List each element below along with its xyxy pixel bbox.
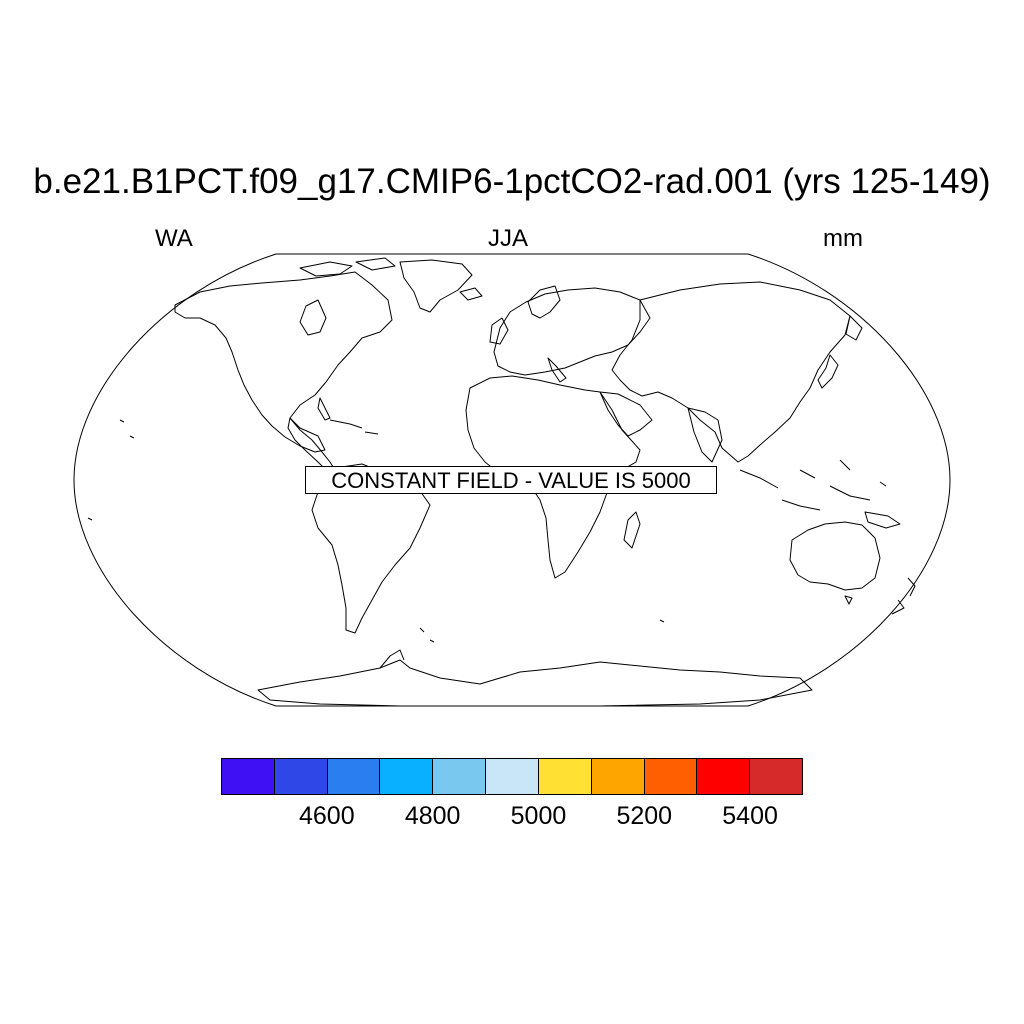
colorbar-label: 5000 bbox=[510, 802, 567, 830]
colorbar-box-4 bbox=[380, 759, 434, 794]
southeast-asia-islands bbox=[739, 459, 871, 511]
central-america-coast bbox=[287, 417, 336, 473]
colorbar-label: 5200 bbox=[616, 802, 673, 830]
antarctica-coast bbox=[257, 659, 813, 707]
south-america-coast bbox=[311, 463, 431, 634]
italy-coast bbox=[547, 357, 567, 383]
scandinavia-coast bbox=[527, 285, 561, 319]
colorbar-box-1 bbox=[222, 759, 275, 794]
australia-coast bbox=[789, 521, 881, 591]
colorbar-box-7 bbox=[538, 759, 592, 794]
map-boundary bbox=[73, 253, 951, 707]
colorbar-label: 4800 bbox=[404, 802, 461, 830]
greenland-coast bbox=[399, 259, 473, 313]
europe-coast bbox=[493, 287, 651, 376]
variable-label: WA bbox=[155, 225, 193, 252]
tasmania bbox=[844, 595, 853, 605]
season-label: JJA bbox=[488, 225, 529, 252]
north-america-coast bbox=[174, 271, 393, 453]
colorbar bbox=[221, 758, 803, 795]
new-zealand bbox=[891, 577, 916, 615]
new-guinea bbox=[864, 511, 901, 529]
japan-islands bbox=[817, 354, 839, 389]
kamchatka bbox=[845, 315, 863, 341]
colorbar-box-9 bbox=[644, 759, 698, 794]
constant-field-notice: CONSTANT FIELD - VALUE IS 5000 bbox=[305, 466, 717, 494]
colorbar-box-5 bbox=[433, 759, 487, 794]
india-coast bbox=[687, 407, 723, 463]
british-isles bbox=[489, 317, 509, 345]
florida-coast bbox=[317, 397, 331, 421]
antarctic-peninsula bbox=[379, 649, 405, 669]
colorbar-box-8 bbox=[591, 759, 645, 794]
plot-title: b.e21.B1PCT.f09_g17.CMIP6-1pctCO2-rad.00… bbox=[33, 162, 991, 201]
colorbar-label: 5400 bbox=[722, 802, 778, 830]
caribbean-islands bbox=[329, 419, 379, 435]
colorbar-box-11 bbox=[750, 759, 802, 794]
colorbar-label: 4600 bbox=[299, 802, 355, 830]
colorbar-box-10 bbox=[697, 759, 751, 794]
colorbar-box-3 bbox=[327, 759, 381, 794]
hudson-bay-coast bbox=[299, 299, 327, 336]
pacific-islands bbox=[87, 419, 887, 643]
iceland bbox=[459, 287, 483, 301]
colorbar-box-6 bbox=[486, 759, 539, 794]
arabian-peninsula bbox=[599, 391, 653, 437]
units-label: mm bbox=[823, 225, 863, 252]
arctic-islands bbox=[299, 257, 396, 277]
asia-coast bbox=[611, 281, 851, 463]
madagascar bbox=[623, 511, 641, 549]
colorbar-box-2 bbox=[274, 759, 328, 794]
